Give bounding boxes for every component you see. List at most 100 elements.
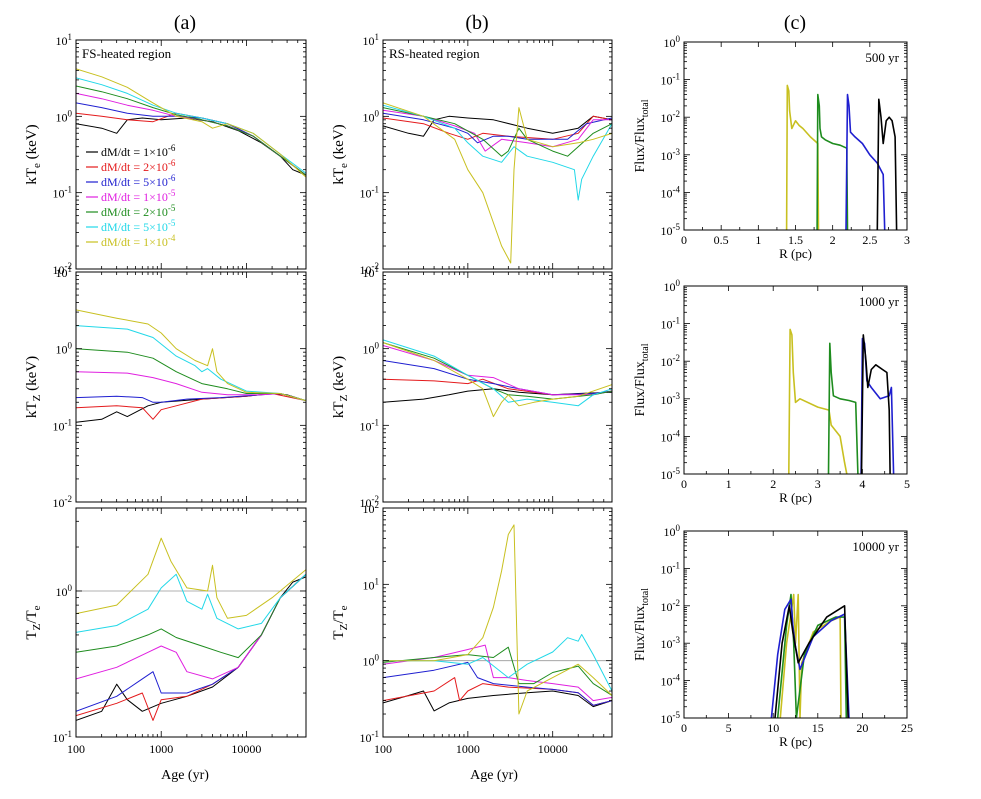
y-axis-label: Flux/Fluxtotal (633, 343, 651, 416)
panel-b1: 101 100 10-1 10-2 kTe (keV) (331, 32, 613, 277)
y-tick-label: 10-3 (661, 391, 681, 407)
y-tick-label: 100 (56, 108, 73, 124)
panel-c1: 100 10-1 10-2 10-3 10-4 10-50 0.5 1 1.5 2 2.5 3 Flux… (633, 34, 910, 261)
plot-frame (683, 41, 908, 231)
legend-entry: dM/dt = 5×10-5 (101, 218, 176, 234)
y-tick-label: 10-5 (661, 222, 681, 238)
series-5e-6 (383, 112, 612, 144)
x-tick-label: 0 (681, 233, 687, 247)
y-axis-label: kTZ (keV) (331, 356, 350, 418)
y-tick-label: 101 (56, 32, 73, 48)
panel-a2: 101 100 10-1 10-2 kTZ (keV) (24, 264, 307, 510)
x-tick-label: 100 (374, 742, 392, 756)
x-tick-label: 1.5 (788, 233, 803, 247)
y-tick-label: 10-1 (661, 316, 681, 332)
y-tick-label: 10-1 (661, 72, 681, 88)
series-1e-6 (774, 605, 849, 718)
y-tick-label: 10-1 (53, 417, 73, 433)
y-tick-label: 100 (664, 278, 681, 294)
x-tick-label: 1 (755, 233, 761, 247)
plot-frame (382, 39, 613, 270)
y-tick-label: 10-1 (661, 560, 681, 576)
legend-entry: dM/dt = 5×10-6 (101, 173, 176, 189)
y-tick-label: 10-2 (661, 109, 681, 125)
col-label-c: (c) (784, 12, 806, 34)
x-tick-label: 20 (856, 721, 868, 735)
y-tick-label: 10-5 (661, 710, 681, 726)
series-1e-5 (383, 109, 612, 152)
series-1e-4 (76, 537, 306, 619)
y-tick-label: 10-4 (661, 673, 681, 689)
y-tick-label: 100 (363, 108, 380, 124)
x-tick-label: 0 (681, 477, 687, 491)
legend-entry: dM/dt = 2×10-6 (101, 158, 176, 174)
series-5e-5 (383, 634, 612, 692)
y-axis-label: kTe (keV) (331, 124, 350, 184)
x-tick-label: 5 (726, 721, 732, 735)
y-tick-label: 101 (363, 576, 380, 592)
x-axis-label: R (pc) (779, 734, 812, 749)
panel-c2: 100 10-1 10-2 10-3 10-4 10-50 1 2 3 4 5 Flux/Fluxto… (633, 278, 910, 505)
series-2e-5 (827, 342, 859, 474)
plot-frame (75, 507, 307, 738)
y-tick-label: 10-3 (661, 147, 681, 163)
x-tick-label: 4 (859, 477, 865, 491)
y-tick-label: 10-4 (661, 428, 681, 444)
x-tick-label: 10 (767, 721, 779, 735)
y-tick-label: 100 (664, 523, 681, 539)
y-tick-label: 100 (363, 341, 380, 357)
plot-frame (382, 271, 613, 503)
rs-region-label: RS-heated region (389, 46, 480, 61)
x-tick-label: 0.5 (714, 233, 729, 247)
y-tick-label: 10-2 (53, 494, 73, 510)
plot-frame (683, 285, 908, 475)
series-5e-6 (845, 93, 886, 230)
x-tick-label: 5 (904, 477, 910, 491)
x-tick-label: 1000 (456, 742, 480, 756)
x-tick-label: 25 (901, 721, 913, 735)
y-tick-label: 101 (56, 264, 73, 280)
series-1e-5 (383, 345, 612, 396)
y-axis-label: kTZ (keV) (24, 356, 43, 418)
legend-entry: dM/dt = 1×10-5 (101, 188, 176, 204)
age-annotation: 1000 yr (859, 294, 900, 309)
y-tick-label: 10-1 (360, 417, 380, 433)
x-axis-label: R (pc) (779, 490, 812, 505)
series-1e-4 (76, 68, 306, 178)
series-1e-4 (785, 84, 820, 230)
y-tick-label: 101 (363, 32, 380, 48)
series-1e-6 (383, 115, 612, 137)
x-tick-label: 10000 (231, 742, 261, 756)
y-tick-label: 10-1 (360, 729, 380, 745)
series-5e-5 (383, 104, 612, 201)
x-tick-label: 3 (815, 477, 821, 491)
plot-frame (75, 39, 307, 270)
series-1e-4 (383, 342, 612, 418)
panel-b2: 101 100 10-1 10-2 kTZ (keV) (331, 264, 613, 510)
age-annotation: 10000 yr (852, 539, 899, 554)
series-5e-5 (76, 325, 306, 402)
y-tick-label: 10-1 (53, 185, 73, 201)
plot-frame (382, 507, 613, 738)
y-tick-label: 100 (664, 34, 681, 50)
series-1e-4 (788, 328, 848, 474)
y-tick-label: 10-2 (661, 353, 681, 369)
plot-frame (75, 271, 307, 503)
xlabel-a: Age (yr) (161, 768, 209, 783)
y-tick-label: 10-4 (661, 184, 681, 200)
panel-c3: 100 10-1 10-2 10-3 10-4 10-50 5 10 15 20 25 Flux/Fl… (633, 523, 913, 749)
series-5e-5 (383, 339, 612, 407)
series-2e-5 (383, 646, 612, 696)
y-tick-label: 10-1 (360, 185, 380, 201)
xlabel-b: Age (yr) (470, 768, 518, 783)
x-tick-label: 0 (681, 721, 687, 735)
y-tick-label: 10-3 (661, 635, 681, 651)
series-1e-4 (383, 102, 612, 264)
col-label-b: (b) (465, 12, 488, 34)
legend-entry: dM/dt = 2×10-5 (101, 203, 176, 219)
series-5e-5 (76, 573, 306, 633)
